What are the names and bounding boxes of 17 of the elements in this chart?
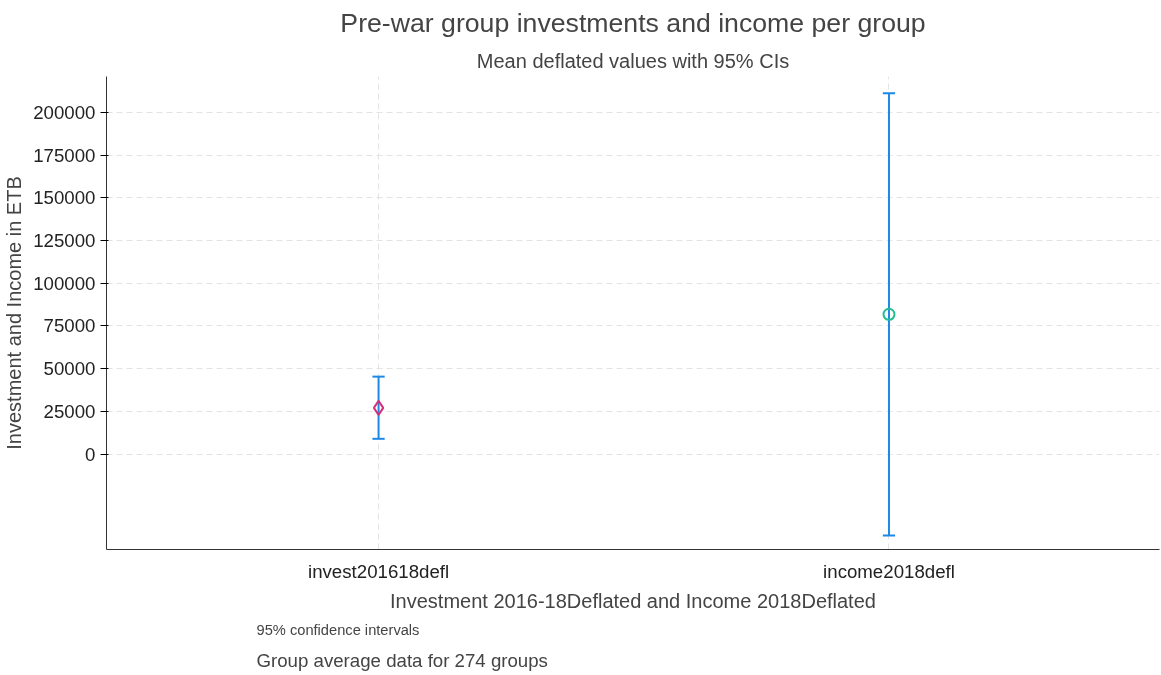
x-axis-title: Investment 2016-18Deflated and Income 2018Deflated	[390, 589, 876, 612]
y-tick-label: 125000	[33, 229, 96, 251]
y-tick-label: 0	[85, 443, 96, 465]
x-tick-label: income2018defl	[823, 560, 955, 582]
y-tick-label: 200000	[33, 101, 96, 123]
chart-title: Pre-war group investments and income per group	[340, 7, 926, 38]
y-tick-label: 25000	[43, 400, 96, 422]
y-tick-label: 50000	[43, 358, 96, 380]
chart-subtitle: Mean deflated values with 95% CIs	[476, 49, 790, 72]
y-tick-label: 175000	[33, 144, 96, 166]
text: 95% confidence intervals	[256, 621, 420, 638]
y-tick-label: 75000	[43, 315, 96, 337]
x-tick-label: invest201618defl	[308, 560, 450, 582]
y-axis-title: Investment and Income in ETB	[3, 176, 26, 450]
y-tick-label: 100000	[33, 272, 96, 294]
text: Group average data for 274 groups	[256, 649, 548, 671]
y-tick-label: 150000	[33, 187, 96, 209]
